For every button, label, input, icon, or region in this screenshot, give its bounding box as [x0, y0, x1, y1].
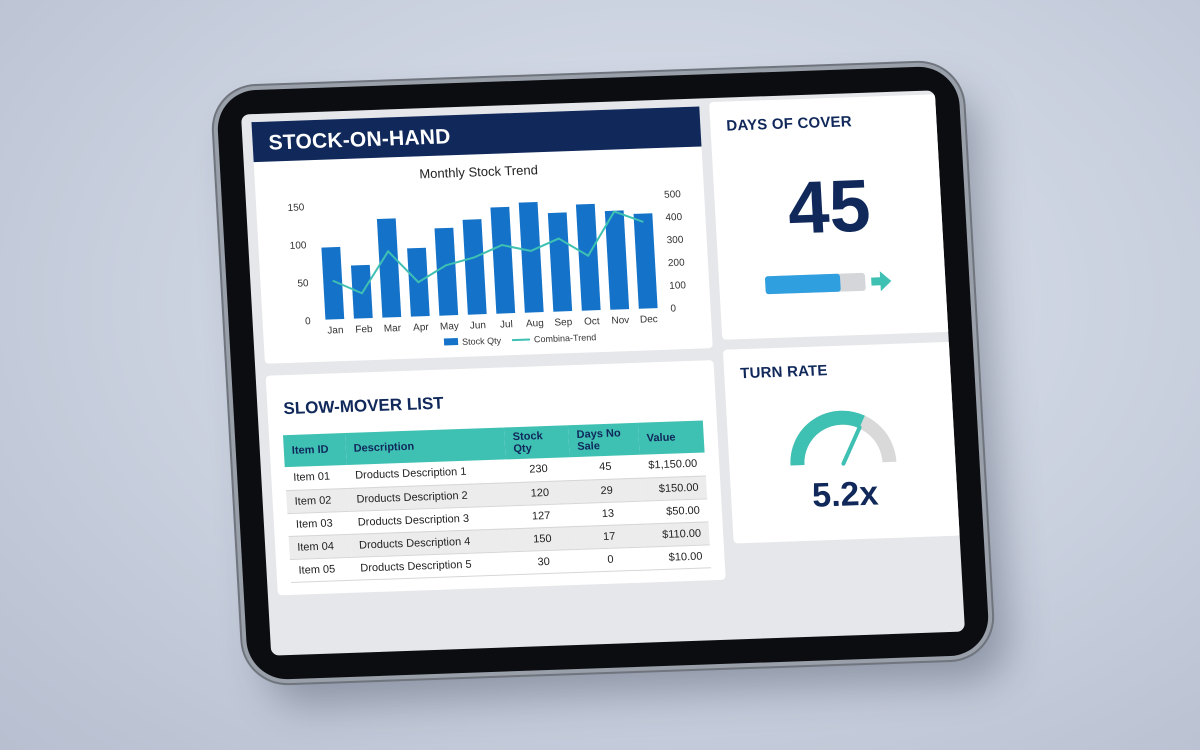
cell-item-id: Item 02 — [286, 487, 350, 514]
legend-label-combina-trend: Combina-Trend — [534, 332, 597, 344]
cell-days-no-sale: 45 — [569, 454, 641, 481]
turn-rate-title: TURN RATE — [739, 362, 829, 383]
cell-stock-qty: 127 — [508, 503, 574, 529]
cell-days-no-sale: 0 — [574, 546, 647, 573]
cell-value: $110.00 — [643, 521, 710, 547]
monthly-stock-chart: 0 50 100 150 0 100 200 300 400 500 Jan Feb Mar Apr May… — [287, 189, 687, 347]
turn-rate-card: TURN RATE 5.2x — [722, 341, 962, 544]
cell-item-id: Item 05 — [289, 556, 353, 582]
cell-value: $1,150.00 — [639, 452, 706, 478]
y-right-tick-label: 100 — [669, 280, 687, 292]
bar-stock-qty — [434, 227, 459, 316]
turn-rate-value: 5.2x — [811, 474, 880, 515]
bar-stock-qty — [547, 212, 573, 312]
days-of-cover-value: 45 — [785, 163, 873, 250]
y-right-tick-label: 0 — [670, 303, 677, 314]
x-tick-label: Mar — [384, 323, 402, 335]
y-left-tick-label: 150 — [287, 202, 305, 214]
cell-stock-qty: 120 — [507, 480, 573, 506]
line-combina-trend — [332, 210, 644, 295]
y-right-tick-label: 400 — [665, 212, 683, 224]
x-tick-label: Nov — [611, 315, 629, 327]
bar-stock-qty — [490, 206, 516, 314]
cell-item-id: Item 01 — [284, 464, 348, 491]
y-right-tick-label: 300 — [666, 235, 684, 247]
col-days-no-sale[interactable]: Days No Sale — [568, 422, 640, 458]
cell-stock-qty: 230 — [506, 457, 572, 483]
slow-mover-card: SLOW-MOVER LIST Item ID Description Stoc… — [265, 360, 726, 596]
stock-on-hand-title: STOCK-ON-HAND — [251, 106, 702, 163]
bar-stock-qty — [633, 213, 658, 309]
col-item-id[interactable]: Item ID — [282, 433, 347, 468]
bar-stock-qty — [376, 218, 402, 318]
y-right-tick-label: 500 — [664, 189, 682, 201]
turn-rate-gauge-icon — [790, 410, 897, 466]
cell-value: $10.00 — [644, 544, 712, 570]
bar-stock-qty — [321, 246, 345, 320]
cell-stock-qty: 150 — [509, 526, 575, 552]
bar-stock-qty — [604, 210, 630, 310]
cell-value: $150.00 — [640, 475, 708, 501]
legend-label-stock-qty: Stock Qty — [462, 336, 502, 347]
slow-mover-title: SLOW-MOVER LIST — [282, 393, 445, 419]
cell-days-no-sale: 17 — [573, 523, 645, 550]
cell-stock-qty: 30 — [511, 549, 577, 575]
bar-stock-qty — [518, 202, 544, 313]
dashboard-screen: STOCK-ON-HAND Monthly Stock Trend 0 50 100… — [241, 90, 965, 656]
x-tick-label: Jan — [327, 325, 344, 337]
x-tick-label: Feb — [355, 324, 373, 336]
y-left-tick-label: 100 — [289, 240, 307, 252]
y-right-tick-label: 200 — [668, 258, 686, 270]
legend-swatch-stock-qty — [443, 338, 459, 346]
x-tick-label: Apr — [413, 322, 430, 334]
bar-stock-qty — [575, 203, 601, 311]
cover-progress-bar — [764, 272, 866, 295]
cell-item-id: Item 03 — [287, 510, 351, 537]
col-value[interactable]: Value — [637, 420, 705, 455]
x-tick-label: Jul — [500, 319, 513, 330]
arrow-right-icon — [871, 271, 892, 292]
cell-item-id: Item 04 — [288, 533, 352, 560]
y-left-tick-label: 50 — [297, 278, 309, 289]
cell-days-no-sale: 29 — [571, 477, 643, 504]
gauge-fill — [790, 410, 865, 466]
days-of-cover-card: DAYS OF COVER 45 — [709, 94, 951, 340]
bar-stock-qty — [462, 219, 487, 315]
gauge-needle — [841, 425, 862, 466]
col-stock-qty[interactable]: Stock Qty — [504, 425, 570, 460]
x-tick-label: Dec — [640, 314, 658, 326]
days-of-cover-title: DAYS OF COVER — [725, 113, 853, 135]
x-tick-label: Oct — [584, 316, 600, 328]
legend-swatch-combina-trend — [511, 338, 531, 342]
x-tick-label: Aug — [526, 318, 544, 330]
stock-on-hand-card: STOCK-ON-HAND Monthly Stock Trend 0 50 100… — [251, 106, 713, 364]
x-tick-label: May — [440, 321, 460, 333]
x-tick-label: Jun — [470, 320, 487, 332]
y-left-tick-label: 0 — [305, 316, 312, 327]
cell-value: $50.00 — [642, 498, 709, 524]
x-tick-label: Sep — [554, 317, 573, 329]
slow-mover-table: Item ID Description Stock Qty Days No Sa… — [282, 420, 712, 583]
cell-description: Droducts Description 5 — [351, 551, 513, 580]
tablet-device: STOCK-ON-HAND Monthly Stock Trend 0 50 100… — [215, 65, 991, 681]
cover-progress-fill — [764, 273, 841, 295]
cell-days-no-sale: 13 — [572, 500, 644, 527]
